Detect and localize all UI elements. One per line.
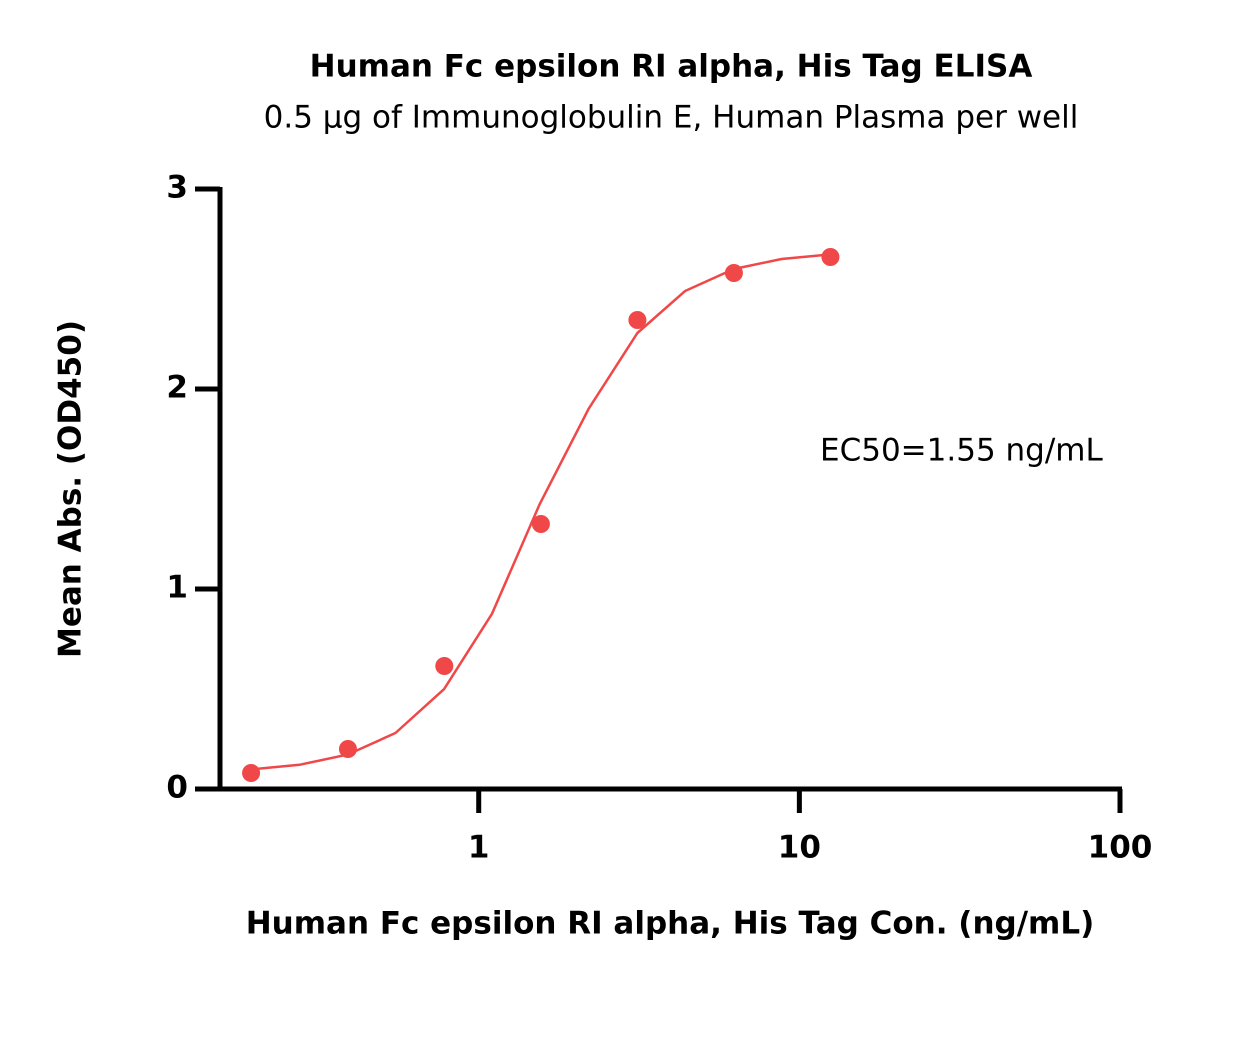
x-tick-label: 10 — [778, 830, 821, 866]
y-tick-label: 0 — [166, 770, 188, 806]
y-tick-label: 3 — [166, 170, 188, 206]
data-point — [338, 740, 357, 758]
y-tick-label: 2 — [166, 370, 188, 406]
y-axis-label: Mean Abs. (OD450) — [53, 320, 89, 658]
data-point — [531, 515, 550, 533]
y-tick-label: 1 — [166, 570, 188, 606]
x-tick-label: 1 — [468, 830, 490, 866]
annotation: EC50=1.55 ng/mL — [820, 433, 1103, 469]
chart-subtitle: 0.5 μg of Immunoglobulin E, Human Plasma… — [264, 100, 1079, 136]
data-point — [821, 248, 840, 266]
data-point — [724, 264, 743, 282]
data-point — [628, 311, 647, 329]
chart-title: Human Fc epsilon RI alpha, His Tag ELISA — [310, 49, 1033, 85]
data-point — [242, 764, 261, 782]
data-point — [435, 657, 454, 675]
x-tick-label: 100 — [1088, 830, 1153, 866]
fit-curve — [250, 253, 831, 771]
x-axis-label: Human Fc epsilon RI alpha, His Tag Con. … — [246, 906, 1095, 942]
